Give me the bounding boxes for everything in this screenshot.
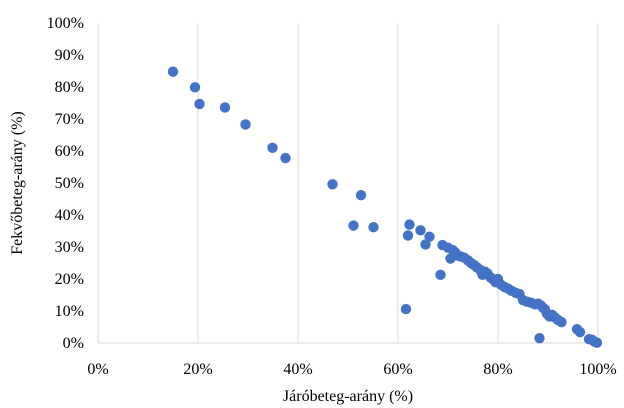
x-tick-label: 20% — [183, 361, 212, 378]
x-tick-label: 60% — [383, 361, 412, 378]
y-tick-label: 10% — [55, 303, 84, 320]
y-tick-label: 70% — [55, 111, 84, 128]
data-point — [194, 98, 205, 110]
x-tick-label: 80% — [483, 361, 512, 378]
x-tick-labels: 0% 20% 40% 60% 80% 100% — [87, 361, 616, 378]
data-point — [368, 221, 379, 233]
data-point — [327, 179, 338, 190]
x-tick-label: 0% — [87, 361, 108, 378]
data-points — [167, 66, 603, 348]
data-point — [420, 239, 431, 250]
data-point — [348, 220, 359, 231]
data-point — [167, 66, 179, 77]
y-tick-label: 40% — [55, 207, 84, 224]
y-tick-label: 0% — [63, 335, 84, 352]
data-point — [400, 303, 412, 315]
data-point — [556, 317, 567, 328]
data-point — [267, 142, 278, 153]
y-axis-title: Fekvőbeteg-arány (%) — [9, 111, 26, 255]
data-point — [424, 231, 435, 242]
y-tick-label: 100% — [47, 15, 84, 32]
data-point — [435, 269, 446, 281]
data-point — [189, 82, 201, 93]
y-tick-labels: 0% 10% 20% 30% 40% 50% 60% 70% 80% 90% 100% — [47, 15, 84, 352]
y-tick-label: 80% — [55, 79, 84, 96]
x-axis-title: Járóbeteg-arány (%) — [283, 388, 413, 405]
data-point — [591, 337, 603, 348]
y-tick-label: 20% — [55, 271, 84, 288]
x-tick-label: 100% — [579, 361, 616, 378]
data-point — [280, 152, 291, 164]
data-point — [534, 333, 545, 344]
y-tick-label: 90% — [55, 47, 84, 64]
data-point — [404, 219, 415, 230]
data-point — [219, 102, 231, 113]
y-tick-label: 30% — [55, 239, 84, 256]
data-point — [355, 189, 367, 201]
data-point — [402, 230, 414, 241]
data-point — [240, 119, 251, 130]
y-tick-label: 50% — [55, 175, 84, 192]
grid-lines — [97, 23, 599, 344]
data-point — [574, 326, 586, 338]
x-tick-label: 40% — [283, 361, 312, 378]
y-tick-label: 60% — [55, 143, 84, 160]
data-point — [415, 225, 426, 236]
